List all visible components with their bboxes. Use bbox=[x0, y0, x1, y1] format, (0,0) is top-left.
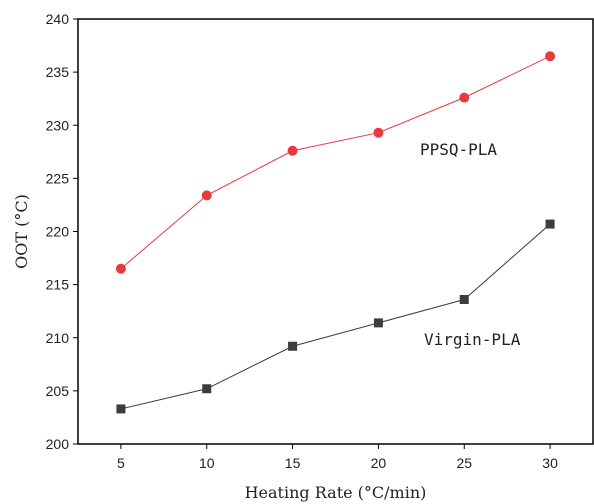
data-point-square bbox=[545, 219, 555, 229]
x-tick-label: 5 bbox=[117, 455, 125, 471]
series-label-ppsq-pla: PPSQ-PLA bbox=[420, 140, 497, 159]
data-point-circle bbox=[201, 190, 212, 201]
x-tick-label: 15 bbox=[285, 455, 301, 471]
y-tick-label: 215 bbox=[46, 277, 70, 293]
y-tick-label: 210 bbox=[46, 330, 70, 346]
y-tick-label: 225 bbox=[46, 170, 70, 186]
y-tick-label: 220 bbox=[46, 224, 70, 240]
y-tick-label: 205 bbox=[46, 383, 70, 399]
data-point-square bbox=[373, 318, 383, 328]
data-point-circle bbox=[545, 51, 556, 62]
data-point-circle bbox=[287, 145, 298, 156]
plot-area-frame bbox=[77, 18, 594, 445]
y-tick-label: 200 bbox=[46, 436, 70, 452]
series-label-virgin-pla: Virgin-PLA bbox=[424, 330, 521, 349]
series-layer bbox=[115, 51, 556, 414]
series-line-0 bbox=[120, 55, 551, 270]
data-point-circle bbox=[373, 127, 384, 138]
x-axis-title: Heating Rate (°C/min) bbox=[245, 483, 427, 502]
data-point-square bbox=[288, 341, 298, 351]
x-tick-label: 25 bbox=[456, 455, 472, 471]
data-point-circle bbox=[115, 263, 126, 274]
x-tick-label: 20 bbox=[371, 455, 387, 471]
data-point-square bbox=[116, 404, 126, 414]
ticks-layer: 5 10 15 20 25 30 200 205 210 215 220 225 230 235 240 bbox=[46, 11, 558, 471]
series-line-1 bbox=[120, 223, 551, 410]
y-axis-title: OOT (°C) bbox=[12, 194, 31, 269]
data-point-square bbox=[459, 295, 469, 304]
y-tick-label: 240 bbox=[46, 11, 70, 27]
x-tick-label: 30 bbox=[542, 455, 558, 471]
y-tick-label: 230 bbox=[46, 117, 70, 133]
data-point-circle bbox=[459, 92, 470, 103]
x-tick-label: 10 bbox=[199, 455, 215, 471]
y-tick-label: 235 bbox=[46, 64, 70, 80]
data-point-square bbox=[202, 384, 212, 394]
